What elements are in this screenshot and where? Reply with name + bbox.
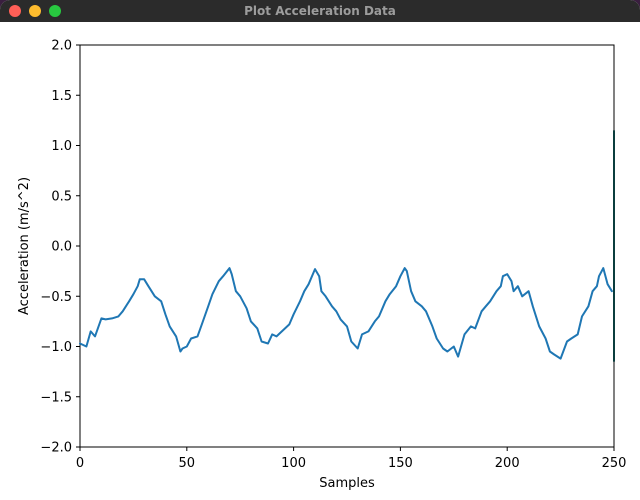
x-axis: 0 50 100 150 200 250 <box>76 447 627 471</box>
close-button[interactable] <box>9 5 21 17</box>
x-tick-label: 50 <box>179 456 196 471</box>
y-tick-label: −0.5 <box>40 290 72 305</box>
y-tick-label: −1.0 <box>40 340 72 355</box>
series-line-acceleration <box>79 267 613 360</box>
y-axis: 2.0 1.5 1.0 0.5 0.0 −0.5 −1.0 −1.5 −2.0 <box>40 39 80 456</box>
maximize-button[interactable] <box>49 5 61 17</box>
acceleration-chart: 2.0 1.5 1.0 0.5 0.0 −0.5 −1.0 −1.5 −2.0 0 50 100 15… <box>17 39 627 492</box>
x-tick-label: 150 <box>388 456 413 471</box>
y-tick-label: 1.0 <box>51 139 72 154</box>
x-tick-label: 100 <box>281 456 306 471</box>
x-tick-label: 200 <box>495 456 520 471</box>
x-tick-label: 250 <box>602 456 627 471</box>
y-tick-label: 0.5 <box>51 189 72 204</box>
y-axis-label: Acceleration (m/s^2) <box>17 177 32 315</box>
y-tick-label: 1.5 <box>51 89 72 104</box>
title-bar[interactable]: Plot Acceleration Data <box>0 0 640 22</box>
series-group <box>79 267 613 360</box>
x-axis-label: Samples <box>319 476 375 491</box>
plot-area-frame <box>79 44 615 448</box>
window-title: Plot Acceleration Data <box>244 4 396 18</box>
x-tick-label: 0 <box>76 456 84 471</box>
y-tick-label: −2.0 <box>40 441 72 456</box>
y-tick-label: 0.0 <box>51 240 72 255</box>
minimize-button[interactable] <box>29 5 41 17</box>
y-tick-label: 2.0 <box>51 39 72 54</box>
y-tick-label: −1.5 <box>40 390 72 405</box>
